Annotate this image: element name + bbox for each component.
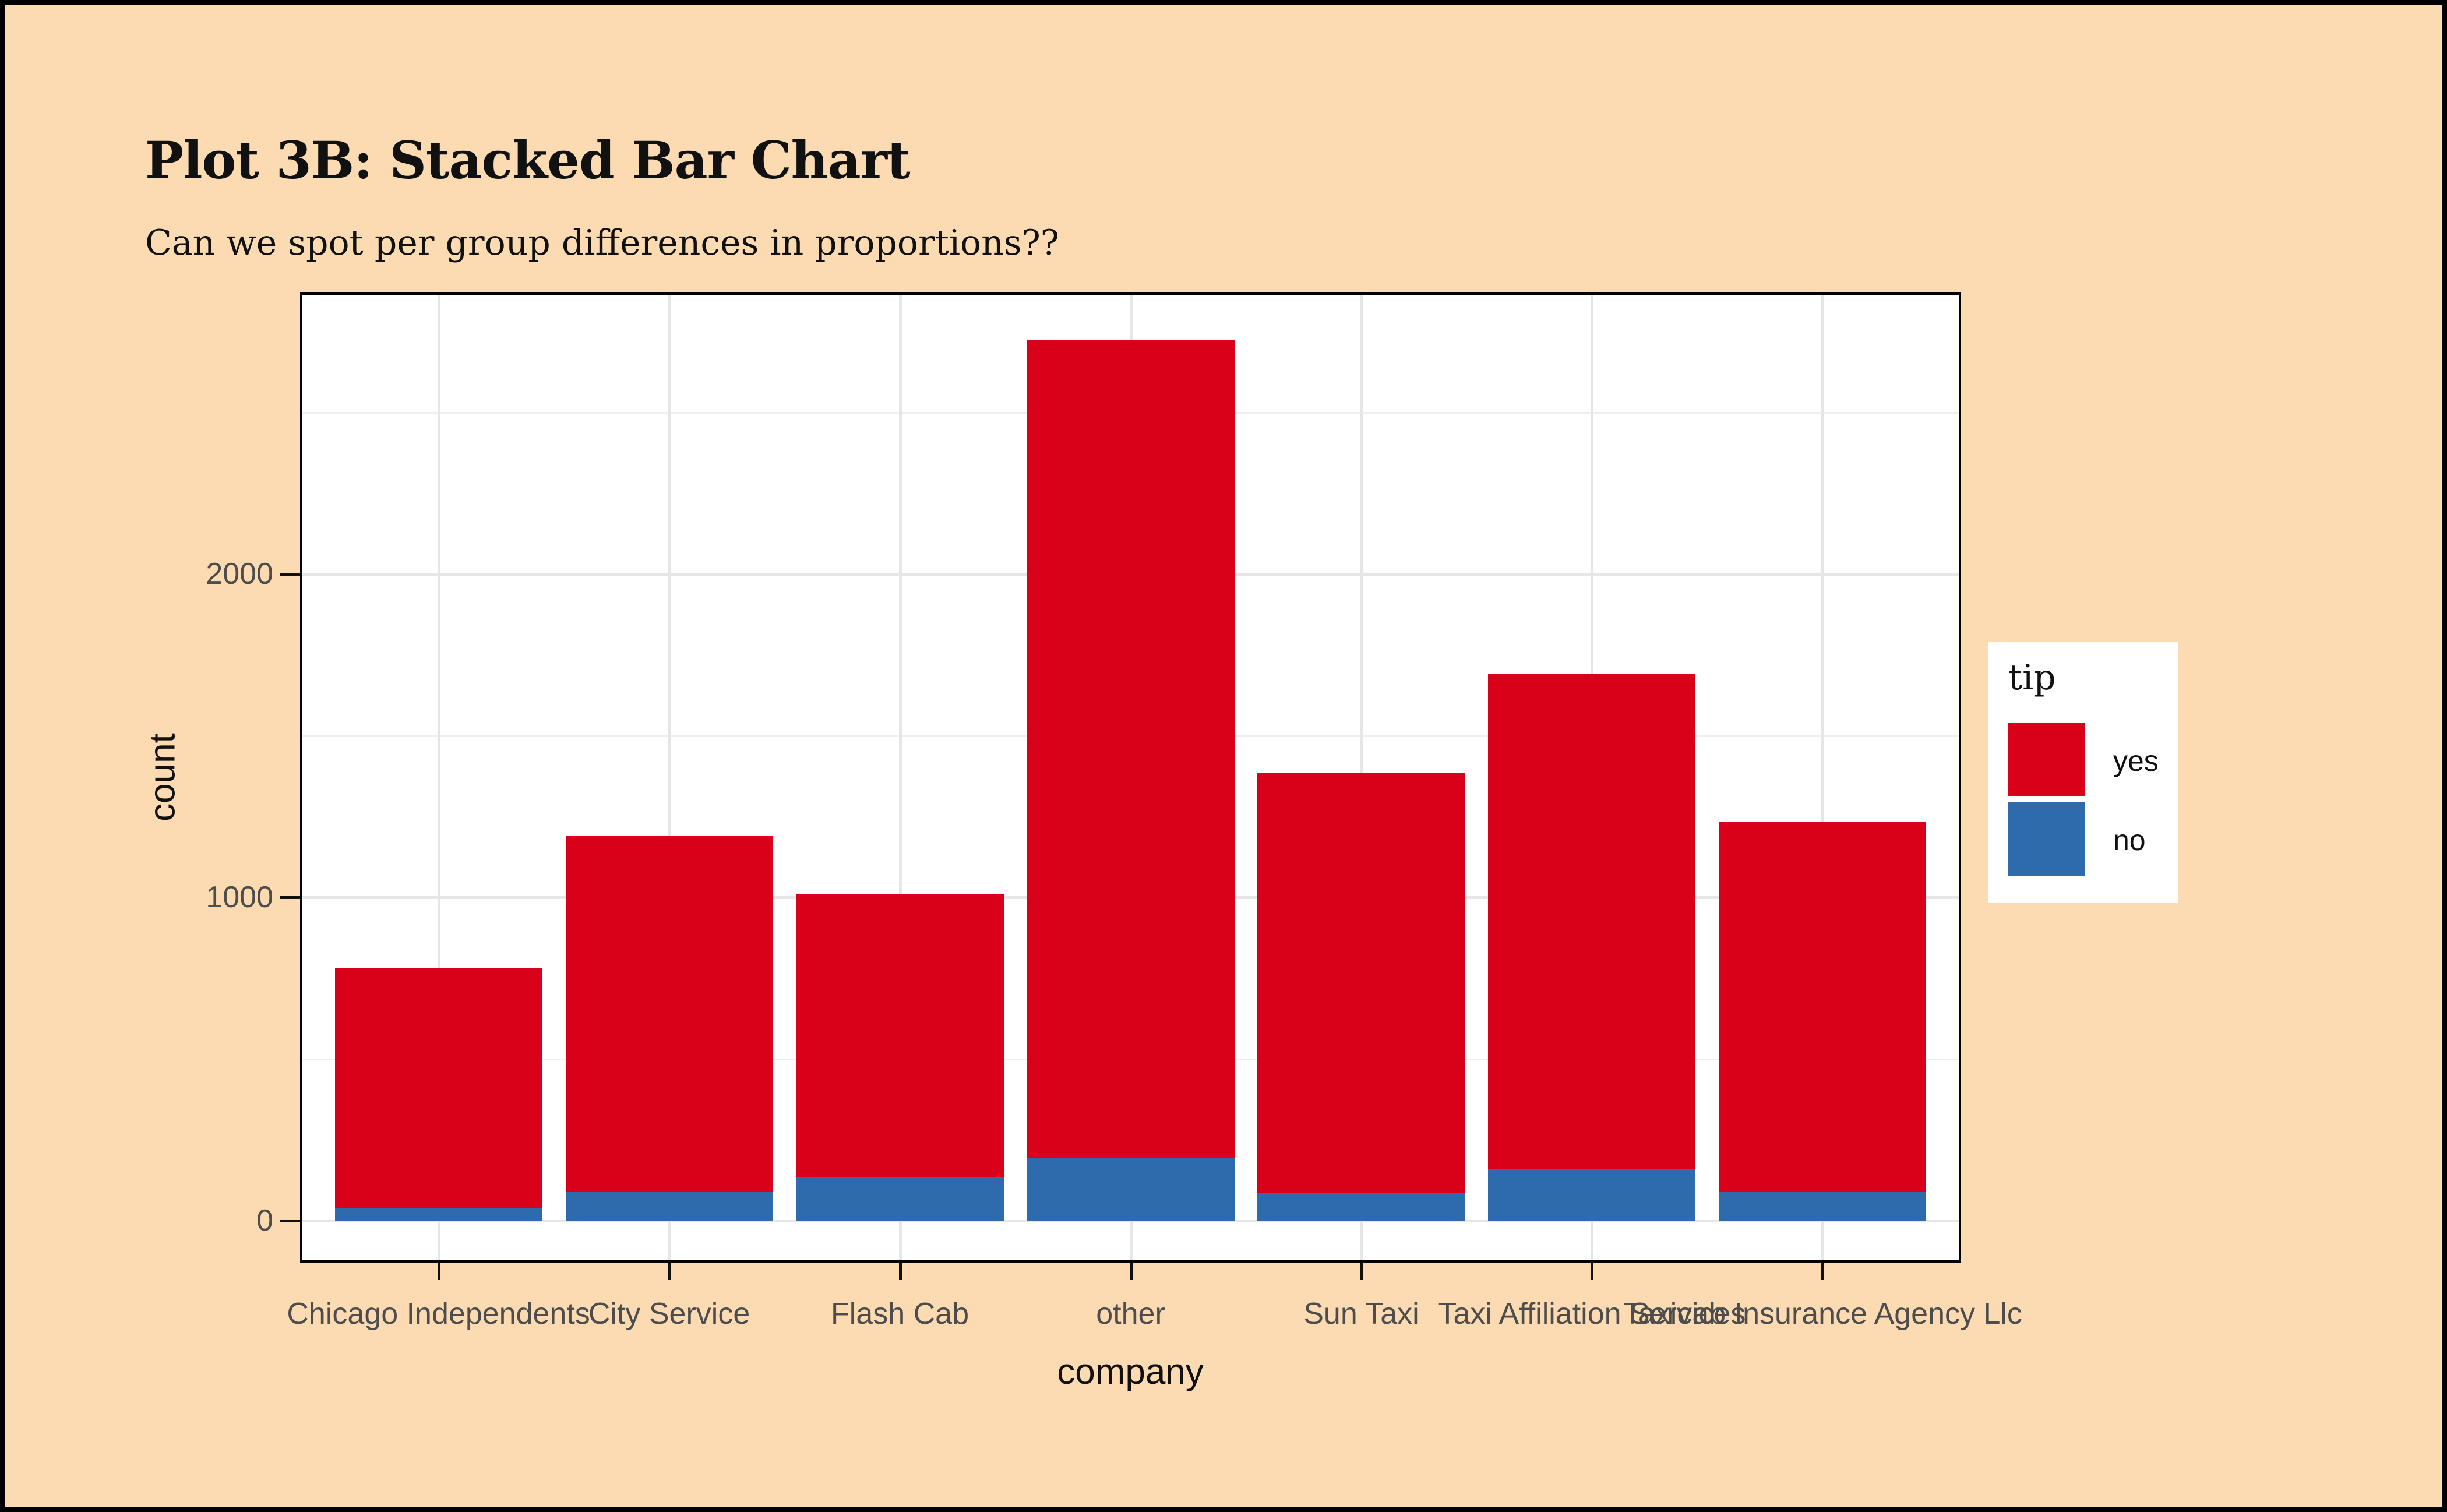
bar-segment-yes: [1027, 340, 1235, 1158]
bar-segment-yes: [1257, 773, 1465, 1193]
bar-0: [335, 968, 542, 1221]
x-tick-5: [1591, 1263, 1594, 1280]
bar-segment-yes: [1488, 674, 1695, 1169]
legend-label-yes: yes: [2113, 745, 2159, 777]
x-tick-4: [1360, 1263, 1363, 1280]
bar-segment-no: [1257, 1193, 1465, 1221]
x-tick-2: [898, 1263, 902, 1280]
bar-5: [1488, 674, 1695, 1221]
bar-3: [1027, 340, 1235, 1221]
legend-swatch-no: [2008, 802, 2085, 876]
bar-segment-no: [566, 1192, 773, 1221]
x-tick-label-6: Taxicab Insurance Agency Llc: [1623, 1297, 2022, 1331]
y-tick-2000: [280, 573, 300, 576]
x-tick-label-2: Flash Cab: [831, 1297, 969, 1331]
y-tick-label-1000: 1000: [206, 880, 273, 914]
bar-2: [796, 894, 1004, 1221]
x-tick-6: [1821, 1263, 1825, 1280]
gridline-x-1: [668, 292, 671, 1263]
x-tick-label-4: Sun Taxi: [1303, 1297, 1419, 1331]
bar-segment-no: [1719, 1192, 1926, 1221]
bar-1: [566, 836, 773, 1221]
x-axis-title: company: [1057, 1352, 1204, 1392]
legend-title: tip: [2008, 657, 2056, 698]
x-tick-0: [437, 1263, 440, 1280]
legend-swatch-yes: [2008, 723, 2085, 796]
y-axis-title: count: [142, 733, 183, 822]
bar-segment-yes: [1719, 822, 1926, 1192]
gridline-x-0: [437, 292, 440, 1263]
bar-6: [1719, 822, 1926, 1221]
y-tick-0: [280, 1220, 300, 1222]
bar-segment-no: [1488, 1169, 1695, 1221]
chart-subtitle: Can we spot per group differences in pro…: [145, 223, 1059, 263]
y-tick-1000: [280, 896, 300, 899]
x-tick-1: [668, 1263, 671, 1280]
x-tick-label-1: City Service: [588, 1297, 750, 1331]
x-tick-label-3: other: [1096, 1297, 1165, 1331]
gridline-x-2: [898, 292, 902, 1263]
legend-entry-no: no: [2008, 802, 2171, 878]
plot-panel: [300, 292, 1961, 1263]
bar-segment-yes: [796, 894, 1004, 1177]
x-tick-3: [1129, 1263, 1133, 1280]
y-tick-label-0: 0: [256, 1204, 273, 1238]
bar-segment-no: [1027, 1158, 1235, 1221]
bar-segment-yes: [566, 836, 773, 1192]
legend: tip yes no: [1988, 642, 2178, 903]
legend-label-no: no: [2113, 824, 2146, 857]
bar-segment-no: [335, 1208, 542, 1221]
bar-4: [1257, 773, 1465, 1221]
bar-segment-yes: [335, 968, 542, 1208]
x-tick-label-5: Taxi Affiliation Services: [1438, 1297, 1746, 1331]
bar-segment-no: [796, 1177, 1004, 1221]
gridline-x-6: [1821, 292, 1825, 1263]
legend-entry-yes: yes: [2008, 723, 2171, 799]
x-tick-label-0: Chicago Independents: [287, 1297, 590, 1331]
chart-title: Plot 3B: Stacked Bar Chart: [145, 130, 911, 191]
y-tick-label-2000: 2000: [206, 557, 273, 591]
